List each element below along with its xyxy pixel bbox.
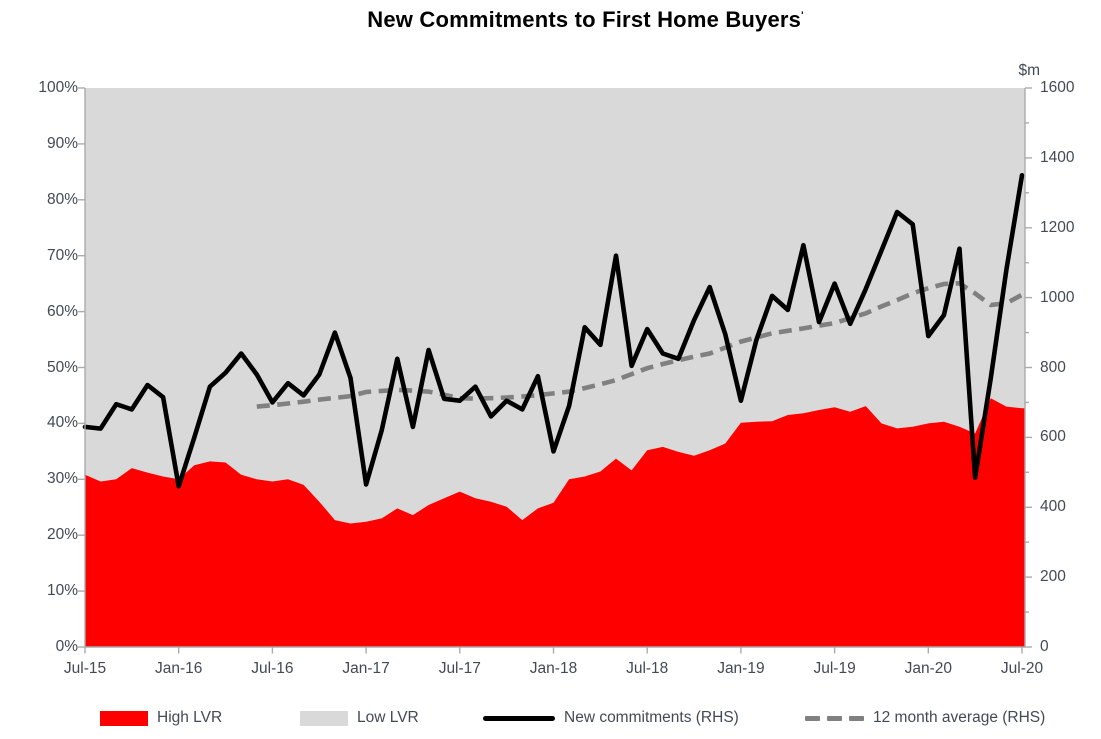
x-axis-label: Jul-19 [813,660,856,677]
y-axis-left-label: 0% [55,638,78,655]
chart-title: New Commitments to First Home Buyers' [70,7,1101,33]
high-lvr-area [85,398,1025,647]
x-axis-label: Jan-18 [529,660,578,677]
title-footnote-mark: ' [801,10,804,22]
x-axis-label: Jul-18 [626,660,669,677]
y-axis-left-label: 50% [46,358,78,376]
low-lvr-swatch-icon [300,710,348,726]
legend-item-new-commitments: New commitments (RHS) [483,706,739,730]
dashed-line-swatch-icon [805,715,864,721]
y-axis-left-label: 90% [46,134,78,152]
legend-item-12-month-average: 12 month average (RHS) [805,706,1045,730]
y-axis-left-label: 60% [46,302,78,320]
y-axis-left-label: 70% [46,246,78,264]
y-axis-left-label: 30% [46,470,78,488]
y-axis-left-label: 20% [46,526,78,544]
x-axis-label: Jul-15 [63,660,107,677]
x-axis-label: Jan-16 [154,660,203,677]
y-axis-right-label: 600 [1040,428,1066,446]
rhs-axis-unit-label: $m [1018,62,1040,79]
legend-item-high-lvr: High LVR [100,706,222,730]
y-axis-right-label: 1400 [1040,148,1075,166]
y-axis-right-label: 200 [1040,568,1066,586]
y-axis-left-label: 10% [46,582,78,600]
x-axis-label: Jan-17 [342,660,390,677]
new-commitments-line [82,173,1025,489]
y-axis-right-label: 1600 [1040,79,1075,96]
y-axis-left-label: 100% [38,79,78,96]
y-axis-right-label: 0 [1040,638,1049,655]
legend-item-low-lvr: Low LVR [300,706,419,730]
legend-label-12-month-average: 12 month average (RHS) [873,709,1046,726]
y-axis-right-label: 1200 [1040,218,1075,236]
x-axis-label: Jul-20 [1000,660,1044,677]
x-axis-label: Jul-17 [438,660,481,677]
high-lvr-swatch-icon [100,710,148,726]
y-axis-left-label: 40% [46,414,78,432]
legend-label-high-lvr: High LVR [157,709,223,726]
solid-line-swatch-icon [483,715,555,721]
y-axis-right-label: 1000 [1040,288,1075,306]
y-axis-right-label: 400 [1040,498,1066,516]
chart-title-text: New Commitments to First Home Buyers [367,7,802,32]
x-axis-label: Jan-20 [904,660,952,677]
legend-label-new-commitments: New commitments (RHS) [564,709,739,726]
legend-label-low-lvr: Low LVR [357,709,419,726]
x-axis-label: Jan-19 [717,660,765,677]
y-axis-right-label: 800 [1040,358,1066,376]
twelve-month-average-line [256,280,1024,409]
y-axis-left-label: 80% [46,190,78,208]
x-axis-label: Jul-16 [251,660,294,677]
